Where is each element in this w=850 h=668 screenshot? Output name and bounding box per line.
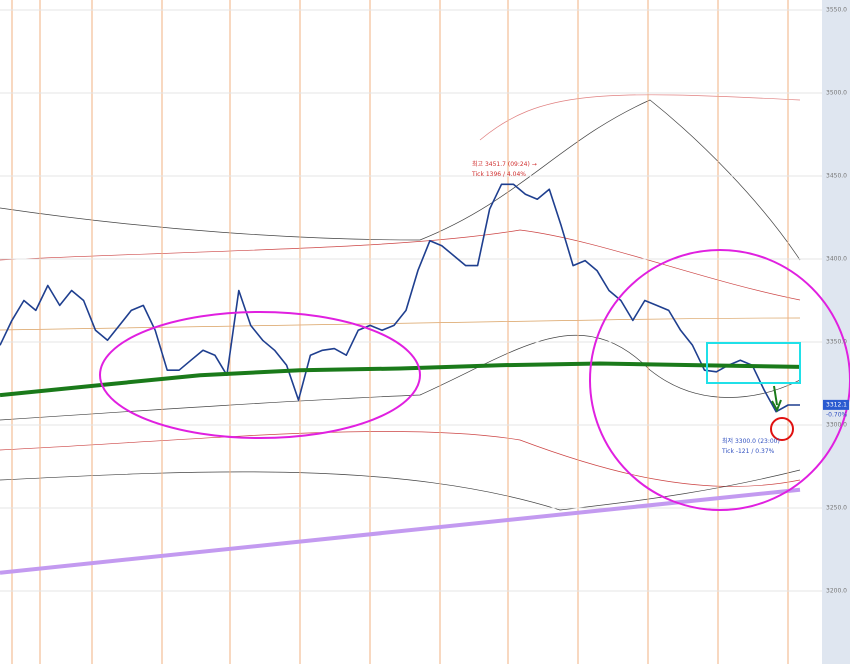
- band-line: [0, 431, 801, 487]
- price-tag: [823, 399, 849, 410]
- y-tick-label: 3200.0: [826, 587, 847, 594]
- axis-panel: [822, 0, 850, 664]
- band-line: [0, 99, 801, 261]
- band-line: [0, 469, 801, 511]
- y-tick-label: 3300.0: [826, 421, 847, 428]
- series-line: [0, 183, 800, 413]
- series-line: [0, 361, 801, 398]
- band-line: [479, 94, 801, 141]
- annotation: 최고 3451.7 (09:24) →: [472, 160, 537, 168]
- highlight-ellipse: [99, 311, 421, 439]
- series-line: [0, 487, 801, 575]
- y-tick-label: 3450.0: [826, 172, 847, 179]
- annotation: Tick 1396 / 4.04%: [471, 171, 526, 178]
- y-tick-label: 3250.0: [826, 504, 847, 511]
- annotation: Tick -121 / 0.37%: [721, 448, 775, 455]
- highlight-circle-small: [770, 417, 794, 441]
- y-tick-label: 3400.0: [826, 255, 847, 262]
- highlight-box: [706, 342, 801, 384]
- y-tick-label: 3500.0: [826, 89, 847, 96]
- y-tick-label: 3350.0: [826, 338, 847, 345]
- price-change: -0.70%: [826, 411, 848, 418]
- band-line: [0, 334, 801, 421]
- arrow: [771, 385, 782, 413]
- plot: [0, 0, 822, 664]
- price-label: 3312.1: [826, 401, 847, 408]
- annotation: 최저 3300.0 (23:00): [722, 437, 780, 445]
- y-tick-label: 3550.0: [826, 6, 847, 13]
- band-line: [0, 229, 801, 301]
- highlight-circle: [589, 249, 850, 511]
- indicator-lines: [0, 94, 801, 511]
